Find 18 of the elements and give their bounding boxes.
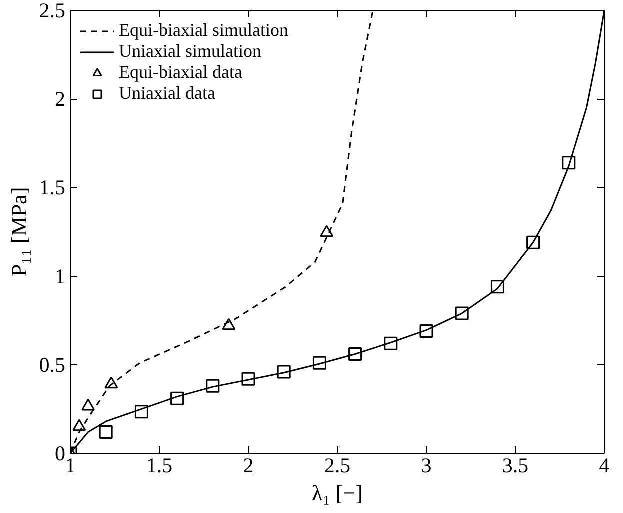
y-tick-label: 0.5 (39, 352, 66, 377)
x-tick-label: 4 (599, 454, 610, 478)
x-axis-title: λ₁ [−] (312, 480, 363, 506)
y-tick-label: 2.5 (39, 0, 66, 22)
legend-label: Uniaxial data (119, 83, 216, 104)
y-tick-label: 0 (55, 442, 66, 466)
y-tick-label: 2 (55, 87, 66, 112)
x-tick-label: 3 (421, 454, 432, 478)
legend-label: Equi-biaxial simulation (119, 20, 288, 41)
legend-label: Equi-biaxial data (119, 62, 242, 83)
x-tick-label: 2 (243, 454, 254, 478)
x-tick-label: 1.5 (146, 454, 173, 478)
y-axis-title: P₁₁ [MPa] (6, 187, 32, 277)
legend-label: Uniaxial simulation (119, 41, 262, 62)
y-tick-label: 1 (55, 264, 66, 288)
x-tick-label: 3.5 (502, 454, 529, 478)
y-tick-label: 1.5 (39, 176, 66, 200)
x-tick-label: 2.5 (324, 454, 351, 478)
